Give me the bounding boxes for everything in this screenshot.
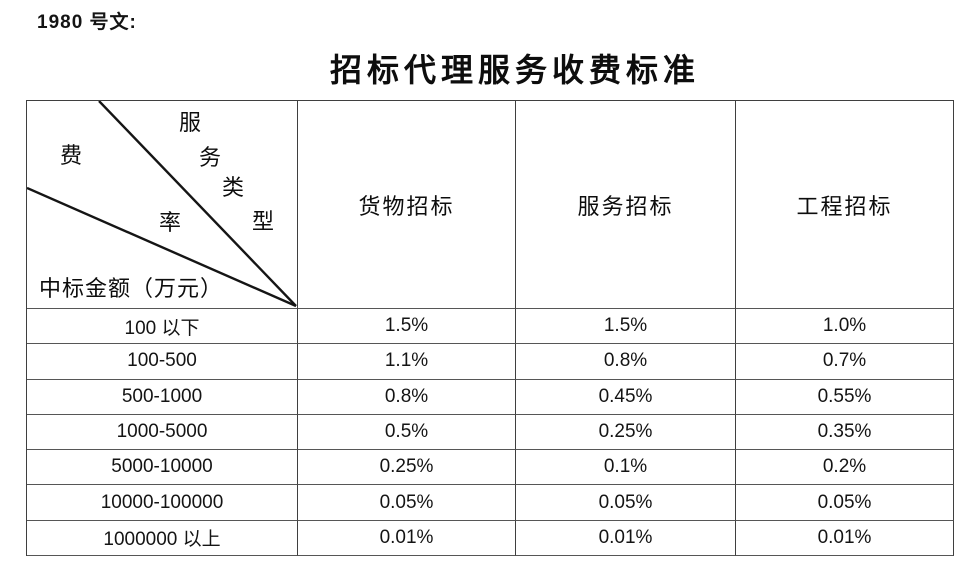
corner-label-service-type-char: 型 (252, 209, 275, 234)
fee-rate-value: 0.01% (516, 520, 736, 557)
page-title: 招标代理服务收费标准 (329, 52, 700, 88)
column-header-works-bidding: 工程招标 (736, 101, 954, 309)
column-header-service-bidding: 服务招标 (516, 101, 736, 309)
fee-rate-value: 0.05% (516, 485, 736, 521)
row-label-amount-range: 1000000 以上 (27, 520, 298, 557)
fee-rate-value: 0.2% (736, 450, 954, 486)
row-label-amount-range: 1000-5000 (27, 414, 298, 451)
fee-rate-value: 0.05% (736, 485, 954, 521)
fee-rate-value: 0.25% (298, 450, 516, 486)
table-corner-cell: 服 务 类 型 费 率 中标金额（万元） (27, 101, 298, 309)
corner-label-bid-amount: 中标金额（万元） (39, 276, 224, 301)
fee-rate-value: 0.7% (736, 344, 954, 380)
fee-rate-value: 0.55% (736, 379, 954, 415)
corner-label-service-type-char: 类 (222, 175, 245, 200)
fee-rate-value: 0.45% (516, 379, 736, 415)
corner-label-fee-rate-char: 率 (159, 210, 182, 235)
fee-rate-value: 1.1% (298, 344, 516, 380)
fee-rate-value: 0.05% (298, 485, 516, 521)
fee-rate-value: 0.8% (298, 379, 516, 415)
doc-reference: 1980 号文: (37, 12, 137, 33)
fee-rate-value: 1.5% (516, 309, 736, 345)
row-label-amount-range: 100-500 (27, 344, 298, 380)
fee-rate-value: 1.5% (298, 309, 516, 345)
fee-table: 服 务 类 型 费 率 中标金额（万元） 货物招标 服务招标 工程招标 100 … (26, 100, 954, 557)
fee-rate-value: 0.01% (736, 520, 954, 557)
row-label-amount-range: 10000-100000 (27, 485, 298, 521)
corner-label-service-type-char: 服 (179, 110, 202, 135)
row-label-amount-range: 5000-10000 (27, 450, 298, 486)
column-header-goods-bidding: 货物招标 (298, 101, 516, 309)
fee-rate-value: 0.8% (516, 344, 736, 380)
diagonal-divider-lines (27, 101, 297, 308)
fee-rate-value: 1.0% (736, 309, 954, 345)
fee-rate-value: 0.01% (298, 520, 516, 557)
corner-label-fee-rate-char: 费 (60, 143, 83, 168)
fee-rate-value: 0.35% (736, 414, 954, 451)
corner-label-service-type-char: 务 (199, 145, 222, 170)
fee-rate-value: 0.5% (298, 414, 516, 451)
fee-rate-value: 0.1% (516, 450, 736, 486)
fee-rate-value: 0.25% (516, 414, 736, 451)
row-label-amount-range: 100 以下 (27, 309, 298, 345)
row-label-amount-range: 500-1000 (27, 379, 298, 415)
